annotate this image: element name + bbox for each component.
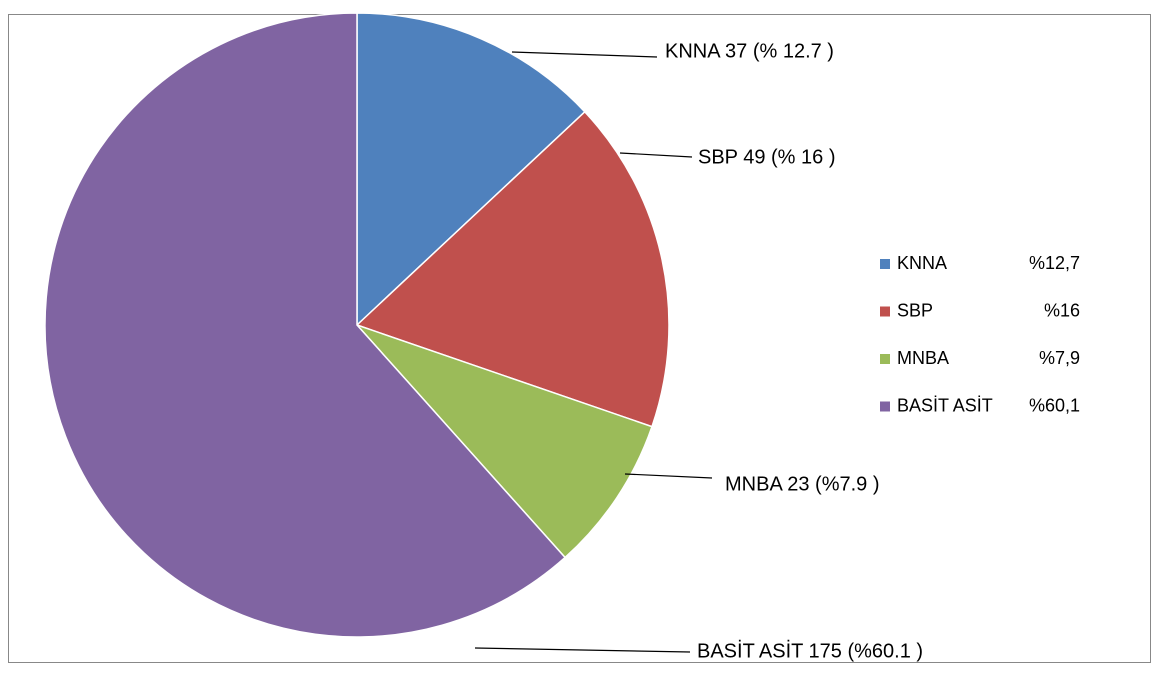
data-label: KNNA 37 (% 12.7 ) [665,40,834,62]
pie-slice [356,12,586,327]
legend-swatch [880,401,890,412]
legend-value: %60,1 [1029,395,1080,415]
legend-value: %16 [1044,300,1080,320]
legend-label: SBP [897,300,933,320]
leader-line [619,152,693,158]
data-label: BASİT ASİT 175 (%60.1 ) [697,639,923,662]
legend-swatch [880,354,890,364]
data-label: MNBA 23 (%7.9 ) [725,473,880,495]
leader-line [474,647,691,653]
pie-slice [44,12,567,638]
legend-label: MNBA [897,348,949,368]
legend-label: KNNA [897,253,947,273]
legend-value: %7,9 [1039,348,1080,368]
leader-line [624,473,713,479]
legend-label: BASİT ASİT [897,395,993,415]
data-label: SBP 49 (% 16 ) [698,146,835,168]
leader-line [511,51,658,58]
legend-swatch [880,259,890,269]
pie-slice [354,323,653,559]
pie-slice [355,110,670,428]
legend-value: %12,7 [1029,253,1080,273]
legend-swatch [880,306,890,317]
